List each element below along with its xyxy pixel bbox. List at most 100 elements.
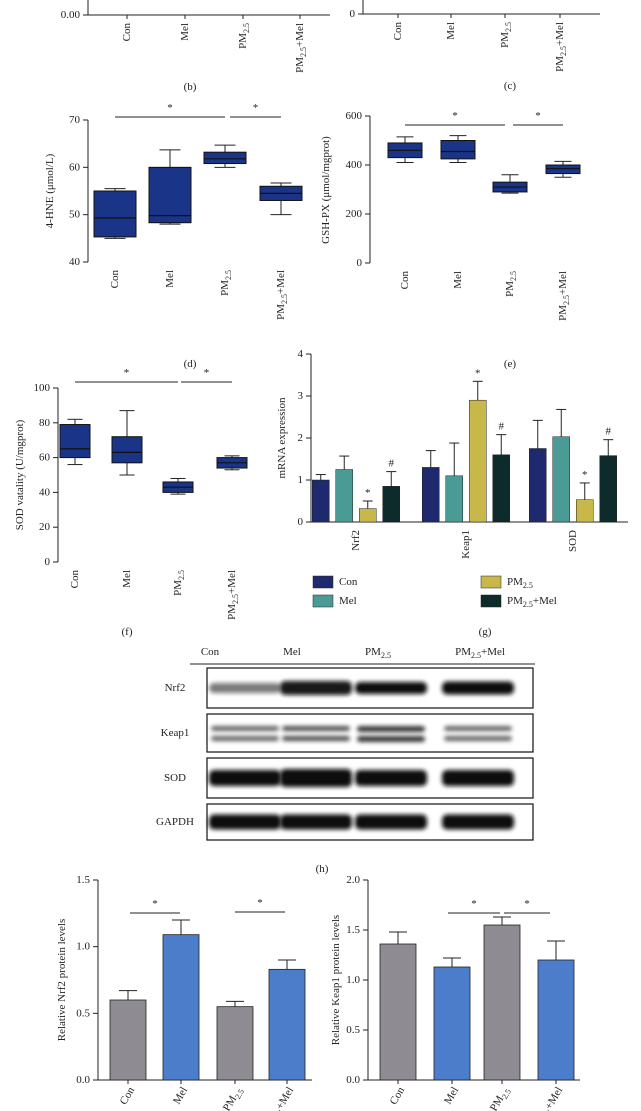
panel-label: (c) xyxy=(504,80,517,92)
significance-label: * xyxy=(253,102,259,114)
panel-label: (e) xyxy=(504,358,517,370)
x-tick-label: PM2.5+Mel xyxy=(226,570,241,620)
x-tick-label: PM2.5 xyxy=(237,23,252,49)
significance-label: * xyxy=(452,110,458,122)
y-tick-label: 600 xyxy=(346,110,363,122)
blot-band xyxy=(442,814,514,830)
x-tick-label: PM2.5 xyxy=(172,570,187,596)
x-tick-label: SOD xyxy=(567,530,579,552)
blot-band xyxy=(280,681,352,695)
x-tick-label: Mel xyxy=(121,570,133,588)
significance-label: # xyxy=(499,420,505,432)
blot-frame xyxy=(206,713,534,753)
blot-band xyxy=(355,682,427,694)
x-tick-label: Con xyxy=(399,271,411,290)
bar xyxy=(469,399,487,523)
x-tick-label: Mel xyxy=(171,1085,190,1106)
x-tick-label: Nrf2 xyxy=(350,530,362,551)
x-tick-label: Mel xyxy=(442,1085,461,1106)
x-tick-label: Con xyxy=(117,1084,137,1106)
legend-label: Con xyxy=(339,576,358,588)
box xyxy=(148,166,192,224)
blot-band xyxy=(355,814,427,830)
y-tick-label: 0 xyxy=(350,8,356,20)
blot-band xyxy=(211,726,279,731)
bar xyxy=(335,469,353,523)
box xyxy=(545,164,581,175)
blot-band xyxy=(444,726,512,731)
bar xyxy=(537,959,575,1081)
x-tick-label: Con xyxy=(69,570,81,589)
y-axis-label: 4-HNE (μmol/L) xyxy=(44,153,56,228)
panel-label: (g) xyxy=(479,626,492,638)
bar xyxy=(529,448,547,523)
blot-column-label: PM2.5+Mel xyxy=(455,646,505,661)
y-tick-label: 60 xyxy=(69,161,81,173)
significance-label: # xyxy=(606,425,612,437)
y-tick-label: 0.0 xyxy=(346,1074,360,1086)
box xyxy=(203,151,247,165)
y-tick-label: 80 xyxy=(39,416,51,428)
x-tick-label: PM2.5+Mel xyxy=(557,271,572,321)
y-tick-label: 1.0 xyxy=(346,974,360,986)
y-tick-label: 40 xyxy=(69,256,81,268)
blot-band xyxy=(442,770,514,786)
bar xyxy=(216,1006,254,1081)
significance-label: * xyxy=(365,487,371,499)
significance-label: * xyxy=(152,898,158,910)
bar xyxy=(576,499,594,523)
x-tick-label: Con xyxy=(387,1084,407,1106)
significance-label: # xyxy=(389,457,395,469)
y-tick-label: 0 xyxy=(357,257,363,269)
significance-label: * xyxy=(475,367,481,379)
y-tick-label: 70 xyxy=(69,114,81,126)
y-tick-label: 0 xyxy=(298,516,304,528)
y-tick-label: 200 xyxy=(346,208,363,220)
bar xyxy=(359,508,377,523)
blot-band xyxy=(282,736,350,741)
x-tick-label: Mel xyxy=(164,270,176,288)
x-tick-label: PM2.5 xyxy=(219,270,234,296)
x-tick-label: Keap1 xyxy=(460,530,472,559)
blot-band xyxy=(209,814,281,830)
blot-band xyxy=(280,814,352,830)
x-tick-label: PM2.5+Mel xyxy=(294,23,309,73)
blot-band xyxy=(442,681,514,695)
blot-row-label: Keap1 xyxy=(161,727,190,739)
y-tick-label: 20 xyxy=(39,521,51,533)
box xyxy=(93,190,137,238)
y-tick-label: 0.5 xyxy=(346,1024,360,1036)
panel-label: (f) xyxy=(122,626,133,638)
y-tick-label: 1.0 xyxy=(76,940,90,952)
blot-row-label: GAPDH xyxy=(156,816,194,828)
blot-column-label: Mel xyxy=(283,646,301,658)
y-tick-label: 1.5 xyxy=(76,874,90,886)
bar xyxy=(379,943,417,1081)
bar xyxy=(162,934,200,1081)
bar xyxy=(492,454,510,523)
x-tick-label: PM2.5+Mel xyxy=(275,270,290,320)
bar xyxy=(382,486,400,523)
legend-swatch xyxy=(312,575,334,589)
y-axis-label: Relative Nrf2 protein levels xyxy=(56,919,68,1042)
blot-band xyxy=(209,683,281,693)
x-tick-label: PM2.5+Mel xyxy=(260,1085,298,1111)
box xyxy=(440,140,476,160)
x-tick-label: Con xyxy=(392,22,404,41)
significance-label: * xyxy=(167,102,173,114)
y-tick-label: 4 xyxy=(298,348,304,360)
x-tick-label: PM2.5 xyxy=(487,1085,513,1111)
box xyxy=(59,424,91,459)
x-tick-label: PM2.5 xyxy=(499,22,514,48)
blot-band xyxy=(444,736,512,741)
y-tick-label: 0 xyxy=(45,556,51,568)
y-tick-label: 0.0 xyxy=(76,1074,90,1086)
significance-label: * xyxy=(204,367,210,379)
y-tick-label: 100 xyxy=(34,382,51,394)
x-tick-label: Con xyxy=(109,270,121,289)
bar xyxy=(552,436,570,523)
x-tick-label: Mel xyxy=(179,23,191,41)
y-tick-label: 1 xyxy=(298,474,304,486)
y-tick-label: 3 xyxy=(298,390,304,402)
